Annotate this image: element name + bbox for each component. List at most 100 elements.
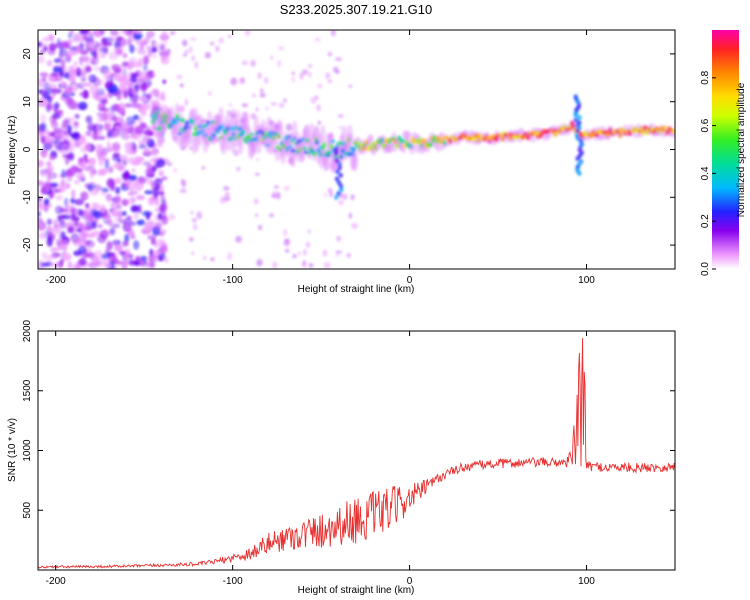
heat-cell bbox=[84, 225, 93, 231]
heat-cell bbox=[127, 186, 136, 192]
heat-cell bbox=[196, 211, 203, 220]
heat-cell bbox=[191, 217, 198, 223]
heat-cell bbox=[132, 114, 140, 121]
heat-cell bbox=[61, 214, 72, 220]
heat-cell bbox=[301, 69, 309, 75]
heat-cell bbox=[64, 157, 70, 165]
heat-cell bbox=[291, 76, 295, 83]
heat-cell bbox=[85, 65, 92, 73]
heat-cell bbox=[54, 188, 61, 193]
heat-cell bbox=[111, 144, 121, 153]
heat-cell bbox=[84, 183, 89, 189]
heat-cell bbox=[339, 154, 344, 160]
heat-cell bbox=[46, 226, 53, 232]
heat-cell bbox=[122, 52, 128, 59]
heat-cell bbox=[105, 213, 111, 221]
heat-cell bbox=[77, 82, 85, 90]
heat-cell bbox=[356, 140, 361, 145]
heat-cell bbox=[97, 144, 102, 149]
y-tick-label: 1000 bbox=[22, 439, 33, 462]
heat-cell bbox=[101, 253, 110, 260]
heat-cell bbox=[90, 209, 99, 217]
heat-cell bbox=[346, 253, 352, 258]
heat-cell bbox=[143, 147, 151, 154]
heat-cell bbox=[149, 151, 157, 157]
heat-cell bbox=[160, 44, 166, 52]
heat-cell bbox=[66, 175, 73, 182]
heat-cell bbox=[59, 131, 69, 141]
heat-cell bbox=[575, 135, 581, 141]
heat-cell bbox=[154, 177, 163, 186]
heat-cell bbox=[254, 172, 260, 176]
y-tick-label: -10 bbox=[22, 190, 33, 205]
heat-cell bbox=[147, 196, 155, 206]
heat-cell bbox=[81, 266, 87, 269]
heat-cell bbox=[172, 167, 178, 173]
spectrogram-heatmap bbox=[38, 30, 675, 269]
heat-cell bbox=[234, 110, 241, 130]
colorbar-tick-label: 0.8 bbox=[700, 70, 711, 84]
heat-cell bbox=[48, 254, 58, 260]
heat-cell bbox=[144, 190, 155, 195]
heat-cell bbox=[330, 139, 335, 144]
heat-cell bbox=[190, 210, 194, 215]
heat-cell bbox=[98, 224, 103, 229]
heat-cell bbox=[41, 76, 47, 83]
heat-cell bbox=[98, 186, 104, 191]
heat-cell bbox=[573, 117, 578, 123]
heat-cell bbox=[77, 245, 87, 255]
heat-cell bbox=[335, 253, 340, 257]
heat-cell bbox=[50, 72, 60, 77]
heat-cell bbox=[49, 192, 56, 199]
heat-cell bbox=[151, 46, 158, 53]
heat-cell bbox=[70, 92, 75, 97]
heat-cell bbox=[83, 82, 93, 87]
heat-cell bbox=[126, 215, 133, 221]
heat-cell bbox=[168, 213, 176, 221]
heat-cell bbox=[78, 208, 84, 217]
heat-cell bbox=[285, 123, 293, 132]
heat-cell bbox=[124, 103, 133, 108]
heat-cell bbox=[111, 223, 121, 229]
heat-cell bbox=[577, 120, 582, 126]
heat-cell bbox=[192, 223, 198, 231]
heat-cell bbox=[103, 69, 113, 80]
heat-cell bbox=[116, 116, 122, 123]
heat-cell bbox=[96, 135, 106, 140]
heat-cell bbox=[157, 254, 163, 262]
heat-cell bbox=[39, 169, 48, 177]
colorbar-scale bbox=[712, 30, 739, 269]
heat-cell bbox=[184, 99, 189, 106]
heat-cell bbox=[52, 112, 61, 120]
heat-cell bbox=[160, 194, 166, 204]
heat-cell bbox=[121, 211, 127, 216]
heat-cell bbox=[67, 32, 73, 39]
heat-cell bbox=[93, 250, 104, 260]
colorbar-tick-label: 0.4 bbox=[700, 166, 711, 180]
heat-cell bbox=[283, 228, 288, 237]
heat-cell bbox=[125, 116, 135, 126]
heat-cell bbox=[325, 72, 331, 79]
x-tick-label: -100 bbox=[223, 576, 243, 587]
heat-cell bbox=[303, 249, 307, 256]
heat-cell bbox=[259, 92, 266, 98]
heat-cell bbox=[104, 161, 110, 169]
heat-cell bbox=[39, 223, 45, 231]
heat-cell bbox=[155, 206, 160, 213]
heat-cell bbox=[128, 57, 138, 63]
heat-cell bbox=[352, 151, 359, 172]
heat-cell bbox=[327, 79, 333, 84]
heat-cell bbox=[121, 183, 130, 189]
y-tick-label: 20 bbox=[22, 48, 33, 60]
y-tick-label: 0 bbox=[22, 146, 33, 152]
heat-cell bbox=[268, 213, 275, 218]
heat-cell bbox=[40, 152, 48, 159]
heat-cell bbox=[114, 260, 124, 265]
heat-cell bbox=[74, 113, 80, 120]
heat-cell bbox=[139, 122, 147, 129]
heat-cell bbox=[275, 145, 280, 150]
heat-cell bbox=[119, 155, 128, 161]
heat-cell bbox=[151, 164, 159, 171]
heat-cell bbox=[130, 234, 136, 240]
x-tick-label: -200 bbox=[46, 576, 66, 587]
